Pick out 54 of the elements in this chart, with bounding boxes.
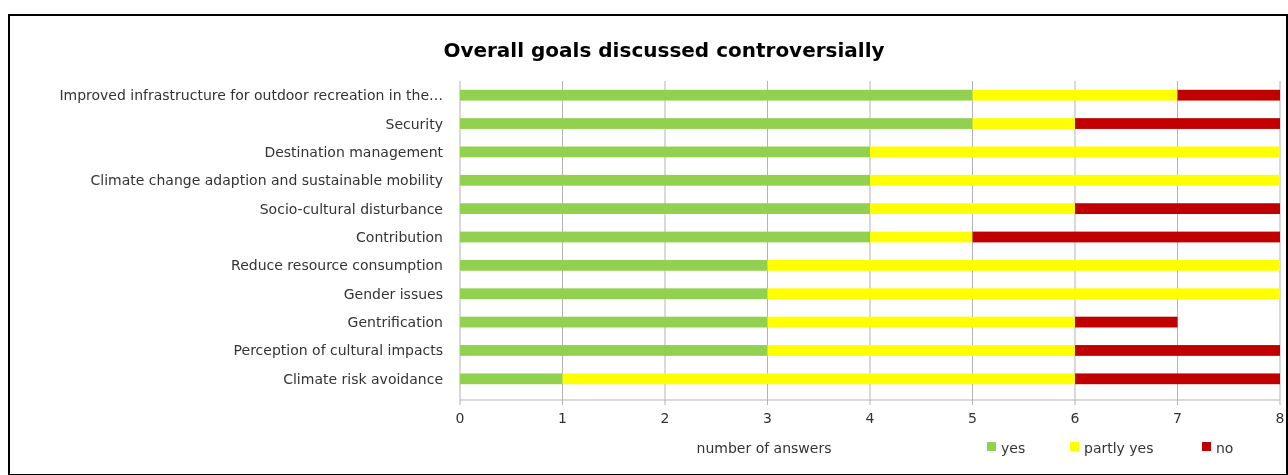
x-tick-label: 7	[1173, 410, 1182, 426]
bar	[870, 231, 973, 243]
bar	[767, 316, 1075, 328]
bar	[972, 118, 1075, 129]
bar	[972, 89, 1178, 101]
bar	[460, 231, 870, 243]
bar	[460, 89, 973, 101]
y-tick-label: Gentrification	[347, 314, 443, 331]
bar	[460, 203, 870, 215]
bar	[1177, 89, 1280, 101]
bar	[460, 146, 870, 158]
y-tick-label: Reduce resource consumption	[231, 257, 443, 274]
bar	[460, 174, 870, 186]
bar	[460, 259, 768, 271]
x-tick-label: 4	[865, 410, 875, 426]
x-tick-label: 2	[660, 410, 670, 426]
x-tick-label: 6	[1070, 410, 1080, 426]
y-tick-label: Gender issues	[343, 285, 443, 302]
x-tick-label: 0	[455, 410, 465, 426]
legend-label: no	[1216, 440, 1234, 456]
bar	[767, 259, 1280, 271]
y-tick-label: Security	[385, 115, 443, 132]
x-axis-title: number of answers	[696, 440, 832, 456]
bar	[460, 345, 768, 356]
bar	[1075, 345, 1280, 356]
chart-title: Overall goals discussed controversially	[443, 38, 885, 62]
bar	[870, 174, 1280, 186]
y-tick-label: Contribution	[356, 229, 443, 245]
y-tick-label: Climate change adaption and sustainable mobility	[90, 172, 443, 189]
x-tick-label: 8	[1275, 410, 1285, 426]
bar	[1075, 118, 1280, 129]
bar	[460, 316, 768, 328]
bar	[460, 118, 973, 129]
bar	[767, 345, 1075, 356]
y-tick-label: Improved infrastructure for outdoor recreation in the…	[59, 87, 443, 104]
bar	[460, 288, 768, 300]
bar	[767, 288, 1280, 300]
y-tick-label: Destination management	[264, 143, 444, 160]
bar	[1075, 316, 1178, 328]
bar	[870, 203, 1075, 215]
y-tick-label: Socio-cultural disturbance	[259, 200, 443, 217]
y-tick-label: Perception of cultural impacts	[233, 342, 443, 359]
x-tick-label: 1	[558, 410, 567, 426]
legend-label: yes	[1001, 440, 1026, 456]
y-tick-label: Climate risk avoidance	[283, 370, 443, 387]
bar	[870, 146, 1280, 158]
legend-label: partly yes	[1084, 440, 1154, 456]
x-tick-label: 3	[763, 410, 772, 426]
bar	[972, 231, 1280, 243]
bar	[562, 373, 1075, 385]
x-tick-label: 5	[968, 410, 977, 426]
bar	[460, 373, 563, 385]
bar	[1075, 203, 1280, 215]
bar	[1075, 373, 1280, 385]
